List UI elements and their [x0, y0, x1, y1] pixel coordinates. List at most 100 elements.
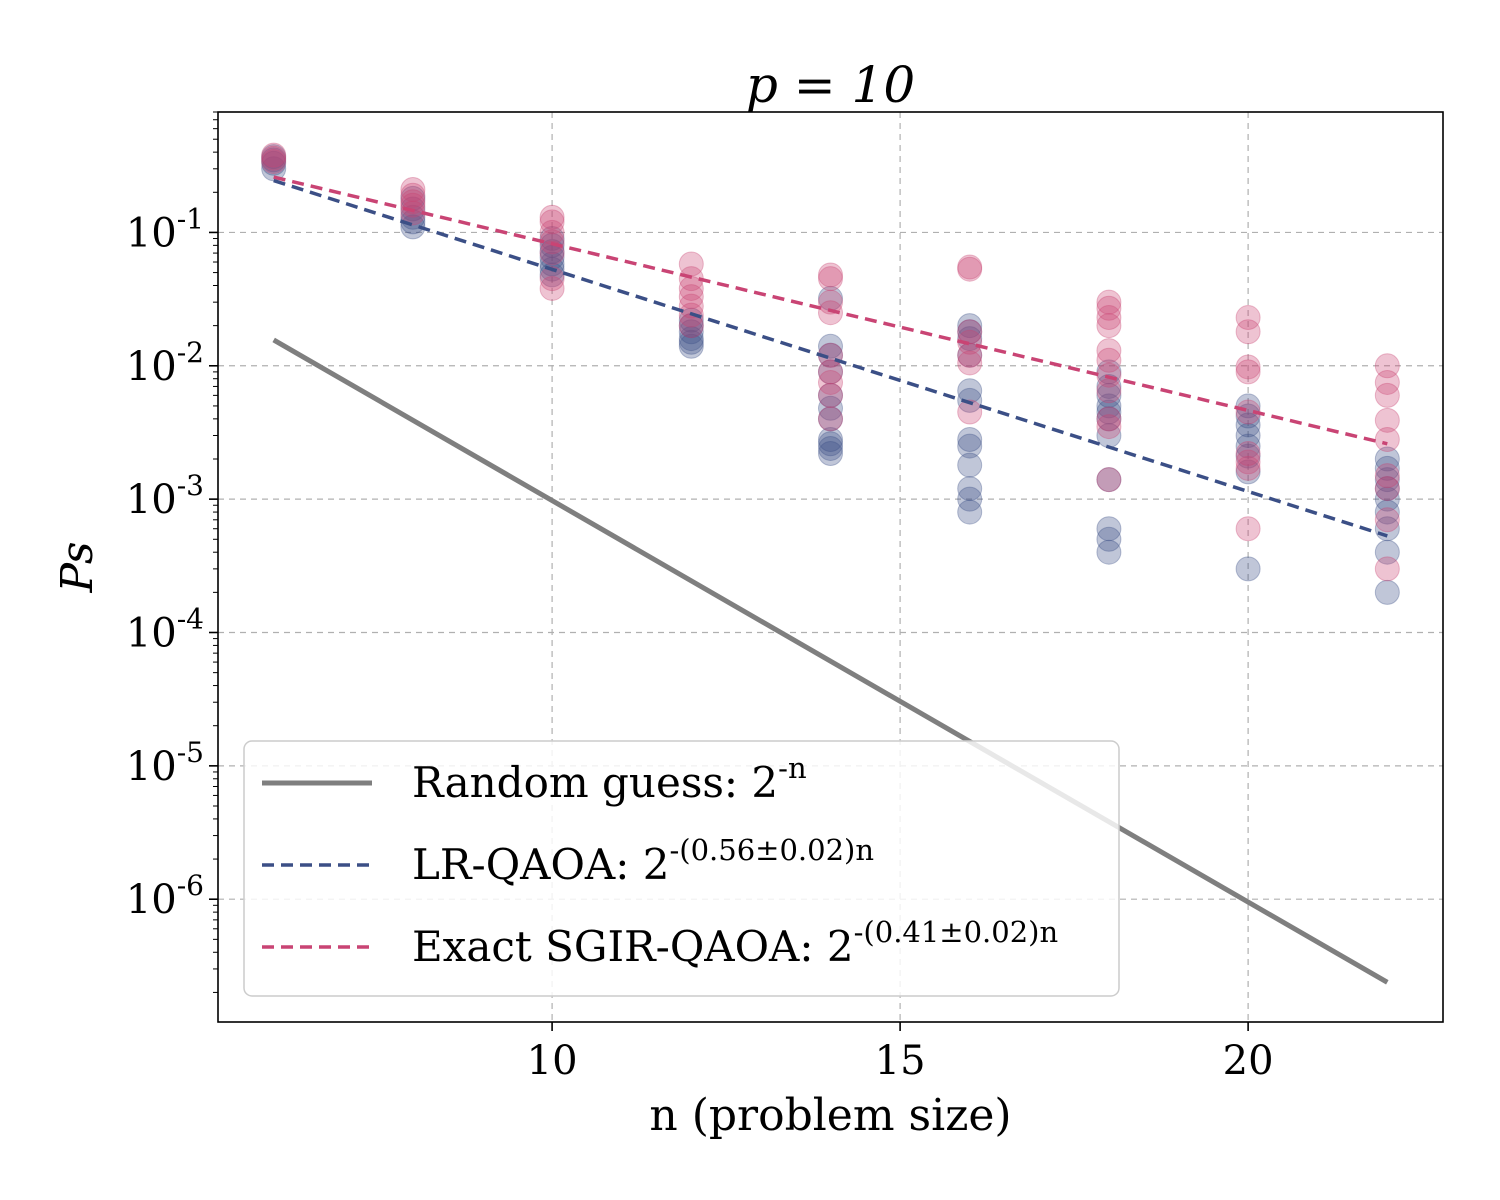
scatter-points — [261, 142, 1400, 605]
y-axis-label: Ps — [52, 541, 103, 593]
lr-point — [957, 313, 983, 339]
sgir-point — [818, 300, 843, 326]
sgir-point — [539, 266, 565, 292]
lr-point — [957, 326, 983, 352]
y-tick-label: 10-1​ — [126, 202, 204, 256]
sgir-legend-label: Exact SGIR-QAOA: 2-(0.41±0.02)n​ — [412, 915, 1058, 971]
lr-point — [818, 359, 843, 385]
sgir-point — [400, 182, 426, 208]
y-tick-label: 10-4​ — [126, 602, 204, 656]
sgir-point — [1096, 347, 1122, 373]
lr-legend-label: LR-QAOA: 2-(0.56±0.02)n​ — [412, 833, 874, 889]
axis-labels: p = 10 n (problem size) Ps — [52, 56, 1012, 1141]
lr-point — [818, 427, 843, 453]
lr-point — [678, 319, 704, 345]
lr-point — [678, 326, 704, 352]
axis-ticks: 10 15 20 10-1​ 10-2​ 10-3​ 10-4​ 10-5​ 10-6​ — [126, 111, 1274, 1084]
sgir-point — [1235, 449, 1261, 475]
sgir-point — [1096, 378, 1122, 404]
plot-frame — [217, 111, 1444, 1023]
sgir-point — [1374, 556, 1400, 582]
lr-point — [818, 382, 843, 408]
lr-point — [1096, 539, 1122, 565]
sgir-point — [818, 382, 843, 408]
lr-point — [1374, 476, 1400, 502]
lr-point — [1235, 433, 1261, 459]
lr-point — [1374, 455, 1400, 481]
lr-point — [1235, 459, 1261, 485]
lr-point — [818, 431, 843, 457]
sgir-point — [1235, 354, 1261, 380]
lr-point — [539, 251, 565, 277]
sgir-point — [1374, 427, 1400, 453]
lr-point — [818, 435, 843, 461]
sgir-point — [678, 284, 704, 310]
chart-title: p = 10 — [746, 56, 915, 114]
sgir-point — [957, 256, 983, 282]
sgir-point — [678, 293, 704, 319]
lr-point — [957, 476, 983, 502]
lr-point — [957, 452, 983, 478]
lr-point — [1235, 443, 1261, 469]
sgir-point — [818, 369, 843, 395]
sgir-point — [957, 399, 983, 425]
lr-point — [1374, 446, 1400, 472]
sgir-point — [261, 142, 287, 168]
lr-point — [957, 319, 983, 345]
sgir-point — [400, 192, 426, 218]
fit-lines — [272, 175, 1389, 985]
sgir-point — [818, 262, 843, 288]
lr-point — [1374, 486, 1400, 512]
x-tick-label: 10 — [527, 1038, 578, 1084]
lr-point — [1374, 539, 1400, 565]
sgir-point — [539, 240, 565, 266]
sgir-point — [957, 319, 983, 345]
lr-point — [678, 329, 704, 355]
sgir-point — [1235, 359, 1261, 385]
x-axis-label: n (problem size) — [649, 1090, 1011, 1141]
sgir-point — [539, 204, 565, 230]
lr-point — [818, 333, 843, 359]
sgir-point — [818, 406, 843, 432]
sgir-point — [957, 254, 983, 280]
sgir-point — [1374, 476, 1400, 502]
x-tick-label: 15 — [875, 1038, 926, 1084]
lr-point — [957, 499, 983, 525]
lr-point — [1235, 412, 1261, 438]
lr-point — [818, 395, 843, 421]
lr-point — [1235, 423, 1261, 449]
sgir-point — [957, 350, 983, 376]
sgir-point — [1235, 440, 1261, 466]
lr-point — [1096, 382, 1122, 408]
legend: Random guess: 2-n​ LR-QAOA: 2-(0.56±0.02)… — [243, 740, 1120, 997]
lr-point — [1096, 467, 1122, 493]
lr-point — [1096, 373, 1122, 399]
lr-point — [818, 406, 843, 432]
lr-point — [957, 433, 983, 459]
sgir-point — [1374, 353, 1400, 379]
sgir-point — [818, 289, 843, 315]
lr-point — [1096, 526, 1122, 552]
sgir-point — [1235, 516, 1261, 542]
lr-point — [400, 214, 426, 240]
sgir-point — [261, 145, 287, 171]
sgir-point — [539, 209, 565, 235]
y-tick-label: 10-6​ — [126, 869, 204, 923]
lr-point — [1374, 467, 1400, 493]
sgir-point — [1235, 455, 1261, 481]
sgir-point — [1235, 305, 1261, 331]
sgir-point — [1096, 289, 1122, 315]
sgir-point — [1096, 313, 1122, 339]
lr-point — [678, 333, 704, 359]
lr-point — [957, 342, 983, 368]
sgir-line — [273, 175, 1388, 446]
sgir-point — [1096, 305, 1122, 331]
sgir-point — [1374, 369, 1400, 395]
sgir-point — [261, 149, 287, 175]
sgir-point — [539, 275, 565, 301]
y-tick-label: 10-3​ — [126, 469, 204, 523]
lr-point — [1096, 399, 1122, 425]
lr-line — [273, 178, 1388, 538]
sgir-point — [1374, 463, 1400, 489]
